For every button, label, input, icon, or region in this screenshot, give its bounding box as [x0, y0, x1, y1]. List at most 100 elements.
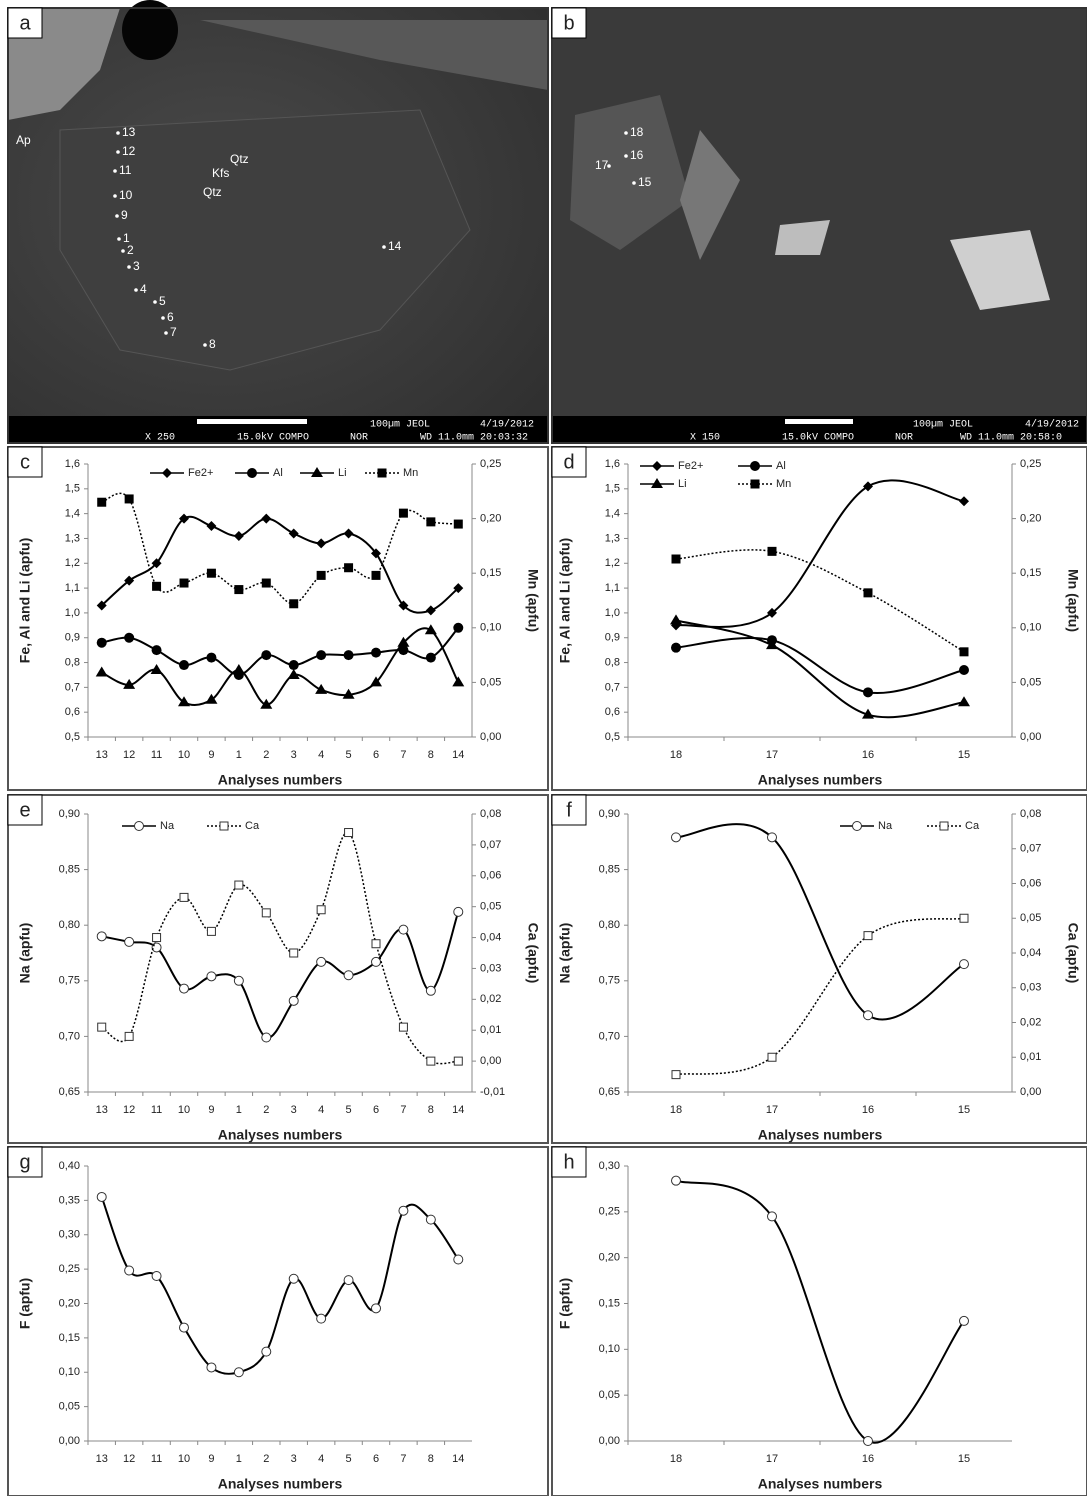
panel-letter: b	[563, 12, 574, 34]
x-tick-label: 6	[373, 1453, 379, 1465]
marker	[317, 571, 326, 580]
y2-tick-label: 0,15	[480, 567, 501, 579]
image-label: 7	[170, 325, 177, 339]
y2-tick-label: 0,00	[1020, 731, 1041, 743]
scale-bar	[197, 419, 307, 424]
x-tick-label: 16	[862, 1453, 874, 1465]
sem-footer-text: NOR	[895, 433, 913, 444]
image-label: 8	[209, 337, 216, 351]
y-tick-label: 0,20	[59, 1297, 80, 1309]
marker	[853, 822, 862, 831]
y-tick-label: 0,85	[599, 864, 620, 876]
image-label: 6	[167, 310, 174, 324]
x-tick-label: 13	[96, 1453, 108, 1465]
x-tick-label: 6	[373, 749, 379, 761]
y2-tick-label: 0,02	[480, 993, 501, 1005]
marker	[960, 914, 968, 922]
image-label: 15	[638, 175, 652, 189]
marker	[672, 1071, 680, 1079]
y-tick-label: 0,85	[59, 864, 80, 876]
marker	[234, 585, 243, 594]
x-tick-label: 3	[291, 749, 297, 761]
y2-tick-label: 0,03	[480, 962, 501, 974]
marker	[247, 468, 257, 478]
x-tick-label: 11	[151, 749, 162, 761]
x-tick-label: 12	[123, 1453, 135, 1465]
marker	[768, 833, 777, 842]
x-tick-label: 10	[178, 749, 190, 761]
y-axis-title: Na (apfu)	[557, 923, 573, 984]
y-tick-label: 0,7	[65, 681, 80, 693]
x-tick-label: 9	[208, 749, 214, 761]
marker	[180, 893, 188, 901]
analysis-spot	[203, 343, 207, 347]
y2-tick-label: 0,06	[1020, 877, 1041, 889]
y-tick-label: 0,70	[599, 1030, 620, 1042]
panel-letter: f	[566, 799, 572, 821]
marker	[152, 1272, 161, 1281]
image-label: 10	[119, 188, 133, 202]
marker	[180, 984, 189, 993]
panel-letter: g	[19, 1151, 30, 1173]
sem-footer-text: X 150	[690, 433, 720, 444]
y-tick-label: 0,5	[65, 731, 80, 743]
x-tick-label: 1	[236, 1104, 242, 1116]
panel-letter: d	[563, 451, 574, 473]
y-tick-label: 0,05	[59, 1401, 80, 1413]
y-tick-label: 0,25	[59, 1263, 80, 1275]
legend-label: Ca	[965, 820, 980, 832]
analysis-spot	[134, 288, 138, 292]
legend-label: Fe2+	[188, 467, 213, 479]
y-tick-label: 0,10	[599, 1343, 620, 1355]
y-tick-label: 0,8	[65, 656, 80, 668]
y2-axis-title: Ca (apfu)	[1065, 923, 1081, 984]
sem-footer-text: 4/19/2012	[1025, 419, 1079, 431]
x-tick-label: 8	[428, 1104, 434, 1116]
analysis-spot	[632, 181, 636, 185]
x-tick-label: 5	[346, 1104, 352, 1116]
sem-footer-text: 100µm JEOL	[913, 420, 973, 431]
analysis-spot	[113, 194, 117, 198]
y2-tick-label: 0,01	[1020, 1051, 1041, 1063]
y-tick-label: 1,0	[605, 607, 620, 619]
y-tick-label: 0,65	[59, 1086, 80, 1098]
x-tick-label: 7	[400, 1104, 406, 1116]
y-tick-label: 0,35	[59, 1194, 80, 1206]
marker	[399, 1206, 408, 1215]
marker	[454, 907, 463, 916]
image-label: 16	[630, 148, 644, 162]
x-tick-label: 17	[766, 1453, 778, 1465]
x-tick-label: 16	[862, 1104, 874, 1116]
legend-label: Na	[160, 820, 175, 832]
marker	[290, 949, 298, 957]
marker	[426, 653, 436, 663]
y2-tick-label: 0,02	[1020, 1016, 1041, 1028]
marker	[672, 833, 681, 842]
image-label: 18	[630, 125, 644, 139]
marker	[289, 660, 299, 670]
image-label: Qtz	[203, 185, 222, 199]
y-tick-label: 0,90	[59, 808, 80, 820]
y-tick-label: 0,9	[65, 632, 80, 644]
image-label: 5	[159, 294, 166, 308]
y-tick-label: 0,6	[605, 706, 620, 718]
y2-tick-label: 0,04	[480, 931, 501, 943]
y2-tick-label: 0,01	[480, 1024, 501, 1036]
image-label: 4	[140, 282, 147, 296]
y-tick-label: 0,20	[599, 1252, 620, 1264]
marker	[152, 645, 162, 655]
marker	[344, 650, 354, 660]
marker	[135, 822, 144, 831]
marker	[97, 638, 107, 648]
legend-label: Fe2+	[678, 460, 703, 472]
marker	[97, 1192, 106, 1201]
y2-axis-title: Ca (apfu)	[525, 923, 541, 984]
marker	[125, 1032, 133, 1040]
x-tick-label: 5	[346, 1453, 352, 1465]
y-tick-label: 1,2	[65, 557, 80, 569]
analysis-spot	[624, 154, 628, 158]
sem-footer-text: 15.0kV COMPO	[237, 432, 309, 444]
marker	[207, 569, 216, 578]
sem-footer-text: WD 11.0mm 20:03:32	[420, 433, 528, 444]
y2-tick-label: 0,00	[480, 1055, 501, 1067]
